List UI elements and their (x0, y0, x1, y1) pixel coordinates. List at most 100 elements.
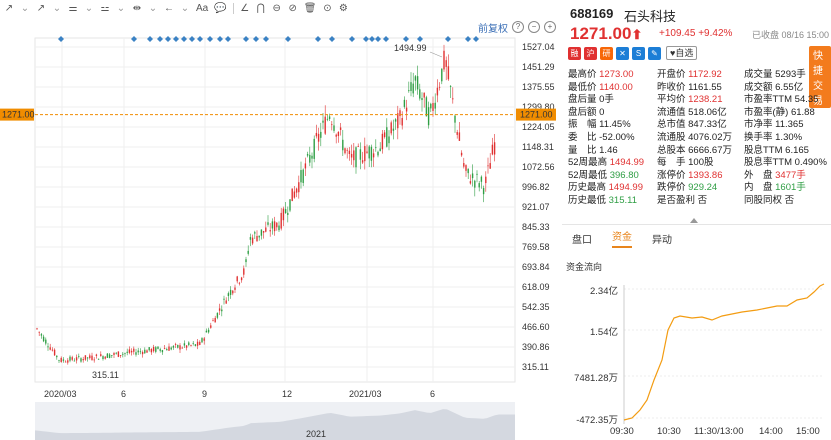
candle-body (364, 146, 365, 161)
candle-body (41, 334, 42, 335)
navigator-year: 2021 (306, 429, 326, 439)
candle-body (96, 355, 97, 356)
candle-body (296, 189, 297, 193)
candle-body (47, 346, 48, 347)
x-tick-label: 6 (121, 389, 126, 399)
candle-body (197, 342, 198, 346)
candle-body (470, 181, 471, 183)
candle-body (415, 76, 416, 80)
candle-body (250, 237, 251, 240)
candle-body (56, 356, 57, 357)
candle-body (80, 358, 81, 361)
candle-body (146, 350, 147, 352)
candle-body (206, 331, 207, 333)
candle-body (294, 192, 295, 198)
candle-body (186, 345, 187, 347)
candle-body (52, 350, 53, 351)
current-price-tag-text: 1271.00 (520, 110, 553, 120)
candle-body (50, 347, 51, 349)
candle-body (362, 160, 363, 162)
candle-body (311, 156, 312, 159)
y-tick-label: 1375.55 (522, 82, 555, 92)
candle-body (204, 338, 205, 340)
candle-body (278, 226, 279, 231)
candle-body (430, 104, 431, 109)
candle-body (393, 129, 394, 131)
candle-body (195, 344, 196, 346)
candle-body (131, 351, 132, 352)
candle-body (157, 347, 158, 349)
candle-body (184, 343, 185, 345)
candle-body (443, 51, 444, 70)
candle-body (234, 288, 235, 290)
candle-body (151, 349, 152, 352)
flow-x-label: 09:30 (610, 426, 634, 437)
candle-body (124, 353, 125, 354)
candle-body (201, 338, 202, 342)
candle-body (472, 173, 473, 178)
candle-body (300, 170, 301, 182)
candle-body (263, 231, 264, 233)
candle-body (168, 346, 169, 350)
candle-body (94, 359, 95, 360)
candle-body (298, 182, 299, 192)
candle-body (133, 349, 134, 352)
candle-body (479, 183, 480, 187)
candle-body (107, 354, 108, 358)
candle-body (219, 308, 220, 310)
candle-body (270, 230, 271, 231)
candlestick-chart[interactable]: 1527.04 1451.29 1375.55 1299.80 1224.05 1148.… (0, 0, 560, 440)
y-tick-label: 1451.29 (522, 62, 555, 72)
candle-body (265, 228, 266, 232)
candle-body (289, 199, 290, 210)
candle-body (155, 347, 156, 352)
candle-body (406, 108, 407, 112)
x-tick-label: 9 (202, 389, 207, 399)
candle-body (340, 127, 341, 129)
candle-body (182, 348, 183, 349)
candle-body (448, 66, 449, 79)
candle-body (463, 163, 464, 167)
candle-body (428, 107, 429, 125)
candle-body (245, 259, 246, 262)
candle-body (226, 300, 227, 303)
candle-body (481, 177, 482, 182)
candle-body (318, 134, 319, 142)
candle-body (342, 140, 343, 150)
y-tick-label: 1527.04 (522, 42, 555, 52)
candle-body (276, 223, 277, 228)
candle-body (347, 150, 348, 151)
candle-body (210, 325, 211, 327)
y-tick-label: 693.84 (522, 262, 550, 272)
flow-x-label: 15:00 (796, 426, 820, 437)
candle-body (243, 268, 244, 274)
candle-body (450, 86, 451, 87)
candle-body (87, 357, 88, 358)
candle-body (274, 221, 275, 231)
candle-body (380, 148, 381, 151)
candle-body (118, 351, 119, 356)
candle-body (272, 221, 273, 228)
candle-body (468, 169, 469, 173)
candle-body (373, 153, 374, 157)
candle-body (54, 350, 55, 356)
candle-body (353, 150, 354, 160)
candle-body (116, 353, 117, 354)
candle-body (325, 117, 326, 134)
candle-body (122, 354, 123, 355)
candle-body (193, 343, 194, 344)
candle-body (199, 342, 200, 345)
candle-body (402, 118, 403, 126)
candle-body (164, 348, 165, 349)
candle-body (188, 342, 189, 345)
candle-body (408, 90, 409, 91)
candle-body (248, 251, 249, 254)
candle-body (177, 345, 178, 348)
candle-body (349, 151, 350, 154)
candle-body (369, 146, 370, 158)
flow-y-label: 2.34亿 (562, 283, 618, 297)
candle-body (65, 362, 66, 363)
candle-body (217, 313, 218, 318)
candle-body (127, 352, 128, 353)
candle-body (78, 356, 79, 357)
